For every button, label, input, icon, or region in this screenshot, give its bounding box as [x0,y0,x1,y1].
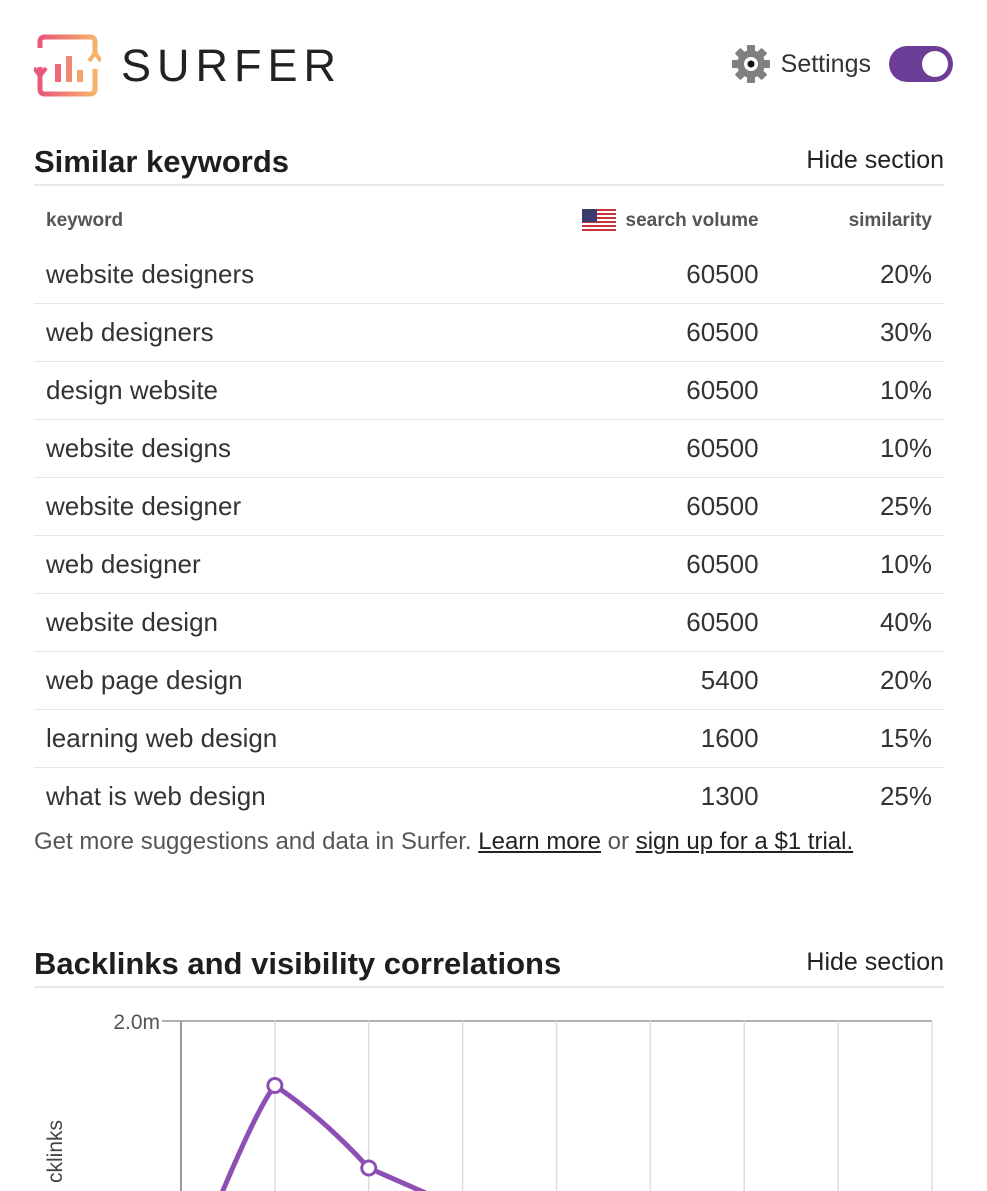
table-row[interactable]: web designer 60500 10% [34,535,944,594]
table-header-row: keyword search volume similarity [34,196,944,246]
table-row[interactable]: what is web design 1300 25% [34,767,944,825]
learn-more-link[interactable]: Learn more [478,828,601,855]
keyword-cell: web page design [34,651,447,710]
table-row[interactable]: web designers 60500 30% [34,303,944,362]
table-row[interactable]: learning web design 1600 15% [34,709,944,768]
volume-cell: 60500 [446,593,771,652]
keyword-cell: website designer [34,477,447,536]
similarity-cell: 20% [879,259,932,289]
backlinks-title: Backlinks and visibility correlations [34,946,562,981]
brand-name: SURFER [121,39,343,91]
surfer-logo-icon [34,34,101,97]
similar-keywords-header: Similar keywords Hide section [34,136,944,186]
note-text: Get more suggestions and data in Surfer. [34,828,472,855]
similarity-cell: 10% [770,419,944,478]
chart-plot [220,1077,428,1191]
header: SURFER Settings [0,0,987,130]
volume-cell: 60500 [446,361,771,420]
volume-cell: 5400 [446,651,771,710]
keyword-cell: what is web design [34,767,447,825]
chart-grid [162,1020,933,1191]
similarity-cell: 25% [770,477,944,536]
keyword-cell: learning web design [34,709,447,768]
similarity-cell: 15% [770,709,944,768]
settings: Settings [731,44,953,84]
column-header-volume-label: search volume [625,210,759,232]
keyword-cell: website designs [34,419,447,478]
logo[interactable]: SURFER [34,34,342,97]
table-row[interactable]: website design 60500 40% [34,593,944,652]
settings-label[interactable]: Settings [780,49,871,78]
backlinks-header: Backlinks and visibility correlations Hi… [34,938,944,988]
toggle-knob [922,51,948,77]
volume-cell: 60500 [446,477,771,536]
table-row[interactable]: website designs 60500 10% [34,419,944,478]
keyword-cell: web designers [34,303,447,362]
table-row[interactable]: website designers 60500 20% [34,246,944,304]
volume-cell: 60500 [446,535,771,594]
keyword-cell: web designer [34,535,447,594]
table-row[interactable]: web page design 5400 20% [34,651,944,710]
keywords-table: keyword search volume similarity website… [34,196,944,825]
similarity-cell: 25% [770,767,944,825]
volume-cell: 60500 [686,259,759,289]
signup-trial-link[interactable]: sign up for a $1 trial. [635,828,854,855]
note-or: or [607,828,630,855]
backlinks-chart: 2.0m cklinks [44,1011,933,1191]
similar-keywords-title: Similar keywords [34,144,290,179]
gear-icon[interactable] [731,44,771,84]
similarity-cell: 10% [770,361,944,420]
volume-cell: 60500 [446,303,771,362]
column-header-similarity[interactable]: similarity [848,210,932,231]
settings-toggle[interactable] [889,46,953,82]
series-line [220,1082,428,1191]
upsell-note: Get more suggestions and data in Surfer.… [34,828,853,856]
similarity-cell: 30% [770,303,944,362]
volume-cell: 1300 [446,767,771,825]
hide-section-button[interactable]: Hide section [806,146,944,174]
us-flag-icon [581,209,616,233]
similarity-cell: 10% [770,535,944,594]
keyword-cell: website design [34,593,447,652]
keyword-cell: design website [34,361,447,420]
column-header-keyword[interactable]: keyword [46,210,124,231]
y-tick-label: 2.0m [113,1011,160,1034]
hide-section-button[interactable]: Hide section [806,948,944,976]
table-row[interactable]: design website 60500 10% [34,361,944,420]
keyword-cell: website designers [46,259,255,289]
y-axis-label: cklinks [44,1120,67,1183]
volume-cell: 1600 [446,709,771,768]
table-row[interactable]: website designer 60500 25% [34,477,944,536]
similarity-cell: 40% [770,593,944,652]
data-point [360,1159,378,1177]
volume-cell: 60500 [446,419,771,478]
column-header-search-volume[interactable]: search volume [446,196,771,246]
data-point [266,1077,284,1095]
similarity-cell: 20% [770,651,944,710]
